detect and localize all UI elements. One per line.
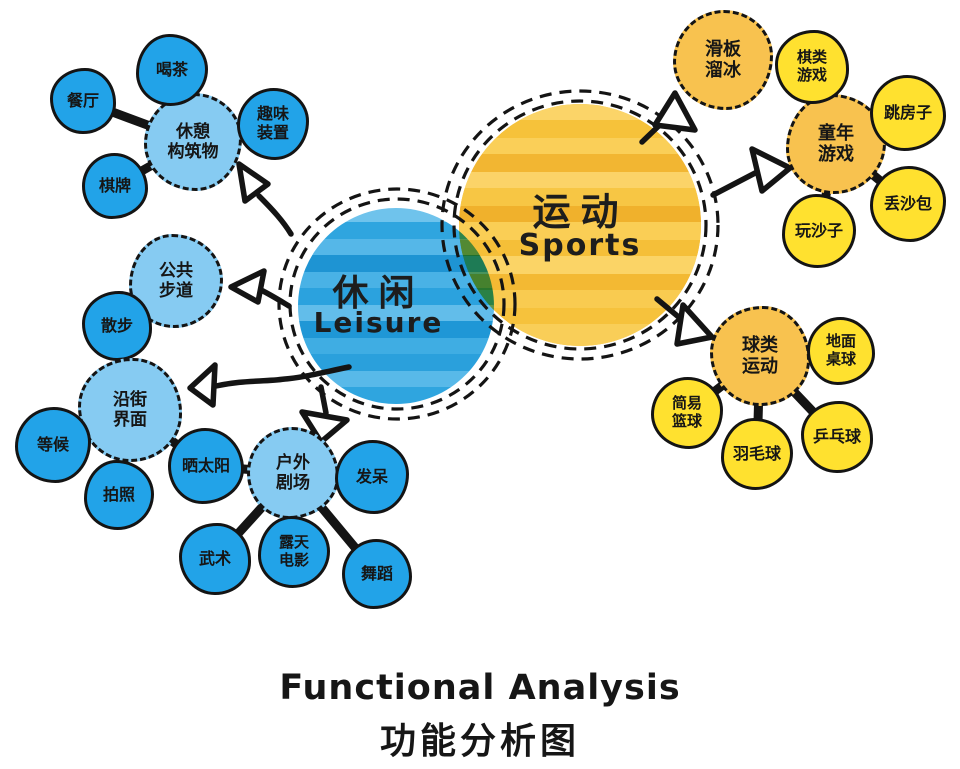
diagram-title-chinese: 功能分析图 bbox=[379, 721, 580, 762]
node-ground-billiards: 地面 桌球 bbox=[807, 317, 875, 385]
node-dance: 舞蹈 bbox=[342, 539, 412, 609]
node-badminton: 羽毛球 bbox=[721, 418, 793, 490]
leisure-title-en: Leisure bbox=[313, 306, 444, 339]
leisure-title-zh: 休闲 bbox=[332, 273, 425, 314]
node-sunbathing: 晒太阳 bbox=[168, 428, 244, 504]
node-rest-structures: 休憩 构筑物 bbox=[144, 93, 242, 191]
node-restaurant: 餐厅 bbox=[50, 68, 116, 134]
node-sandbag-toss: 丢沙包 bbox=[870, 166, 946, 242]
node-walking: 散步 bbox=[82, 291, 152, 361]
diagram-title-english: Functional Analysis bbox=[279, 668, 681, 708]
node-simple-basketball: 简易 篮球 bbox=[651, 377, 723, 449]
node-daydreaming: 发呆 bbox=[335, 440, 409, 514]
branch-arrows bbox=[187, 90, 793, 445]
node-childhood-games: 童年 游戏 bbox=[786, 94, 886, 194]
node-skateboarding-skating: 滑板 溜冰 bbox=[673, 10, 773, 110]
node-photography: 拍照 bbox=[84, 460, 154, 530]
node-martial-arts: 武术 bbox=[179, 523, 251, 595]
sports-title-zh: 运动 bbox=[532, 190, 629, 234]
node-table-tennis: 乒乓球 bbox=[801, 401, 873, 473]
dashed-rings bbox=[277, 89, 720, 421]
node-tea-drinking: 喝茶 bbox=[136, 34, 208, 106]
node-board-games: 棋牌 bbox=[82, 153, 148, 219]
node-ball-sports: 球类 运动 bbox=[710, 306, 810, 406]
node-hopscotch: 跳房子 bbox=[870, 75, 946, 151]
node-waiting: 等候 bbox=[15, 407, 91, 483]
node-sand-play: 玩沙子 bbox=[782, 194, 856, 268]
node-street-interface: 沿街 界面 bbox=[78, 358, 182, 462]
node-chess-games: 棋类 游戏 bbox=[775, 30, 849, 104]
node-fun-installation: 趣味 装置 bbox=[237, 88, 309, 160]
node-outdoor-theater: 户外 剧场 bbox=[247, 427, 339, 519]
sports-title-en: Sports bbox=[518, 228, 642, 263]
sports-circle-fill bbox=[459, 104, 701, 346]
node-open-air-cinema: 露天 电影 bbox=[258, 516, 330, 588]
